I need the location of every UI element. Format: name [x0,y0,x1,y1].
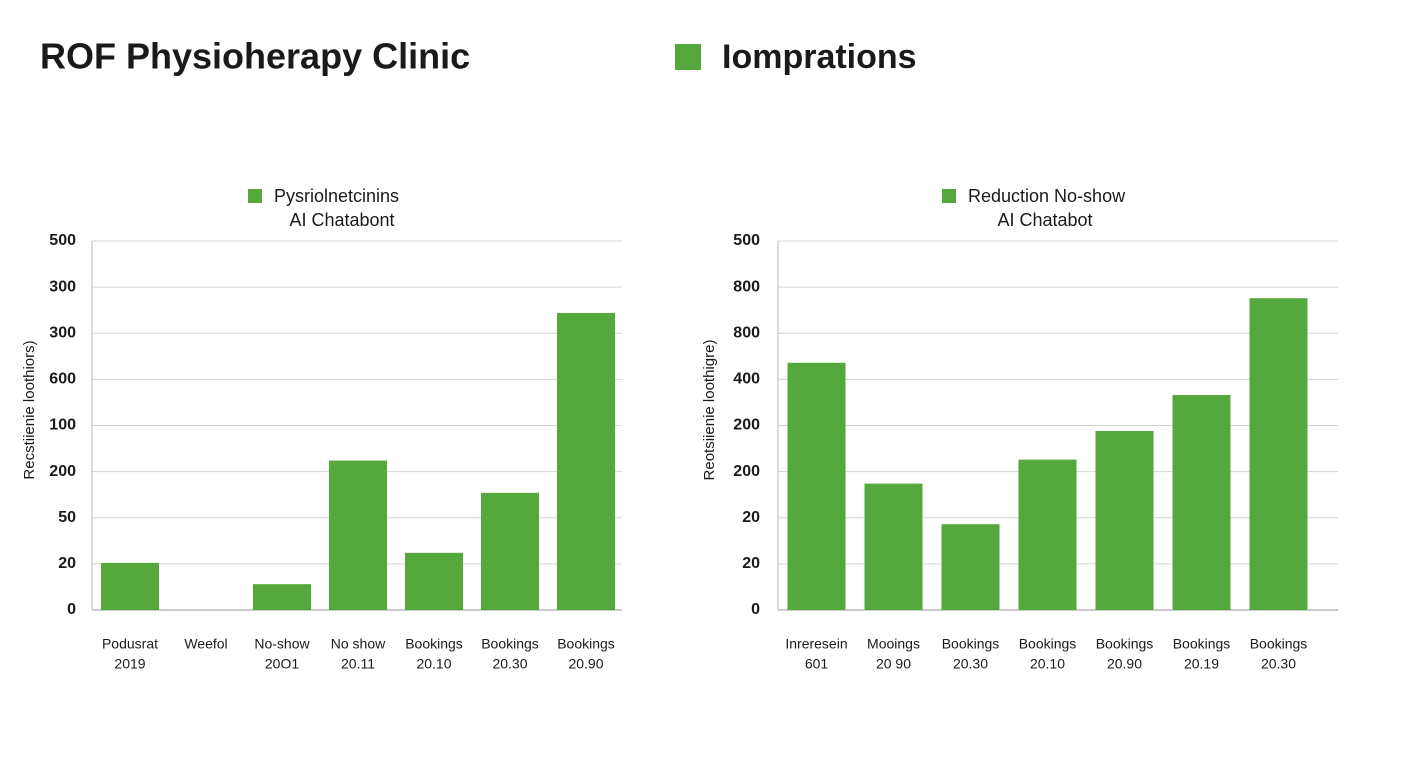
x-tick-label: Bookings [405,636,463,652]
y-tick-label: 200 [733,463,760,480]
x-tick-label: 20.11 [341,656,375,672]
bar [1095,431,1154,610]
x-tick-label: Podusrat [102,636,158,652]
x-tick-label: 20O1 [265,656,299,672]
section-icon [675,44,701,70]
y-tick-label: 200 [733,417,760,434]
legend-swatch [248,189,262,203]
bar [253,584,311,610]
bar [329,460,387,610]
bar [1172,395,1231,610]
x-tick-label: Bookings [1096,636,1154,652]
y-tick-label: 600 [49,371,76,388]
x-tick-label: 2019 [114,656,145,672]
y-tick-label: 200 [49,463,76,480]
x-tick-label: 20 90 [876,656,911,672]
x-tick-label: Bookings [481,636,539,652]
chart-title: AI Chatabot [997,210,1092,230]
y-tick-label: 400 [733,371,760,388]
y-tick-label: 20 [742,509,760,526]
bar [101,562,159,610]
y-axis-label: Recstiienie loothiors) [21,340,38,479]
section-title: Iomprations [722,38,917,76]
legend-label: Pysriolnetcinins [274,186,399,206]
bar [557,312,615,610]
y-tick-label: 800 [733,278,760,295]
y-tick-label: 100 [49,417,76,434]
y-tick-label: 300 [49,278,76,295]
x-tick-label: Bookings [1019,636,1077,652]
x-tick-label: No-show [254,636,310,652]
bar [941,524,1000,610]
y-tick-label: 50 [58,509,76,526]
x-tick-label: Bookings [557,636,615,652]
chart-title: AI Chatabont [289,210,394,230]
x-tick-label: 20.30 [492,656,527,672]
x-tick-label: Weefol [184,636,227,652]
x-tick-label: No show [331,636,386,652]
y-tick-label: 500 [733,232,760,249]
x-tick-label: 20.30 [1261,656,1296,672]
legend-swatch [942,189,956,203]
y-tick-label: 0 [751,601,760,618]
x-tick-label: Inreresein [785,636,847,652]
x-tick-label: Bookings [942,636,1000,652]
bar [787,362,846,610]
x-tick-label: 20.90 [568,656,603,672]
y-tick-label: 0 [67,601,76,618]
x-tick-label: 601 [805,656,829,672]
bar [1249,298,1308,610]
bar [405,552,463,610]
y-tick-label: 20 [742,555,760,572]
x-tick-label: 20.90 [1107,656,1142,672]
y-axis-label: Reotsiienie loothigre) [701,340,718,481]
x-tick-label: Mooings [867,636,920,652]
x-tick-label: Bookings [1250,636,1308,652]
legend-label: Reduction No-show [968,186,1126,206]
page-title: ROF Physioherapy Clinic [40,36,470,77]
bar [864,483,923,610]
x-tick-label: 20.30 [953,656,988,672]
y-tick-label: 300 [49,324,76,341]
y-tick-label: 20 [58,555,76,572]
x-tick-label: 20.19 [1184,656,1219,672]
bar [481,492,539,610]
x-tick-label: 20.10 [416,656,451,672]
x-tick-label: Bookings [1173,636,1231,652]
bar [1018,459,1077,610]
y-tick-label: 500 [49,232,76,249]
y-tick-label: 800 [733,324,760,341]
x-tick-label: 20.10 [1030,656,1065,672]
